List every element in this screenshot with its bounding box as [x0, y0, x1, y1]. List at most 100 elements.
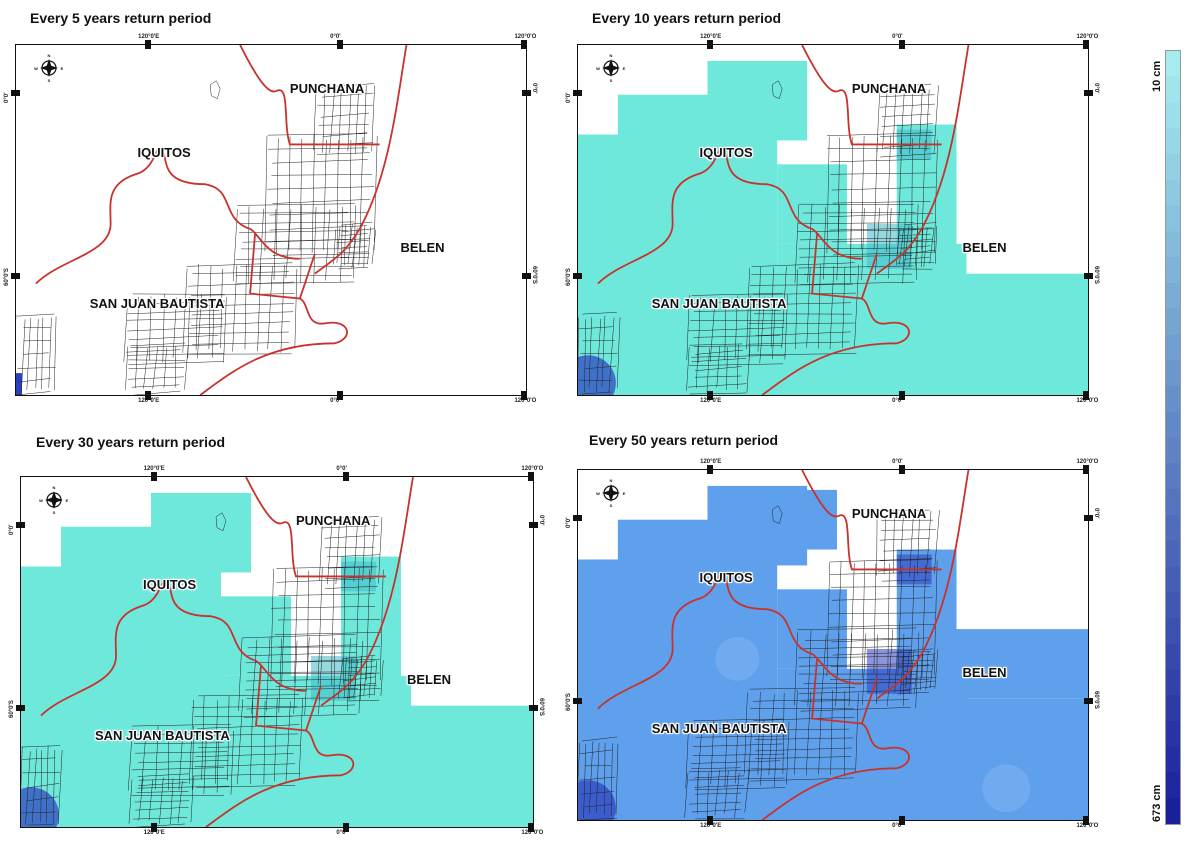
- svg-text:N: N: [610, 478, 613, 483]
- svg-text:E: E: [61, 66, 64, 71]
- lon-tick-label: 120°0'O: [1076, 459, 1099, 465]
- tick-mark: [899, 465, 906, 474]
- lon-tick-label: 0°0': [892, 398, 903, 404]
- lat-tick-label-right: 60°0'S: [538, 698, 544, 717]
- flood-extent-layer: [21, 492, 533, 827]
- lat-tick-label-left: 0°0': [4, 92, 10, 104]
- lon-tick-label: 120°0'O: [1076, 398, 1099, 404]
- street-network: [21, 512, 384, 827]
- lon-tick-label: 120°0'E: [143, 466, 165, 472]
- panel-title-30yr: Every 30 years return period: [36, 434, 226, 450]
- river-lines: [40, 477, 414, 827]
- tick-mark: [343, 823, 350, 832]
- lon-tick-label: 0°0': [336, 830, 347, 836]
- tick-mark: [707, 465, 714, 474]
- lon-tick-label: 120°0'E: [700, 398, 722, 404]
- map-canvas: [21, 477, 533, 827]
- lon-tick-label: 120°0'E: [138, 398, 160, 404]
- lon-tick-label: 120°0'E: [700, 34, 722, 40]
- place-label-punchana: PUNCHANA: [289, 80, 365, 96]
- flood-extent-layer: [578, 485, 1088, 820]
- lon-tick-label: 120°0'E: [700, 459, 722, 465]
- lat-tick-label-right: 60°0'S: [531, 266, 537, 285]
- north-arrow-icon: N S E W: [39, 485, 69, 515]
- depth-legend-bar: [1165, 50, 1181, 825]
- tick-mark: [528, 823, 535, 832]
- tick-mark: [899, 816, 906, 825]
- tick-mark: [707, 816, 714, 825]
- tick-mark: [522, 90, 531, 97]
- river-lines: [597, 470, 970, 820]
- place-label-iquitos: IQUITOS: [137, 145, 191, 161]
- north-arrow-icon: N S E W: [34, 53, 64, 83]
- tick-mark: [11, 90, 20, 97]
- lat-tick-label-right: 60°0'S: [1093, 266, 1099, 285]
- lat-tick-label-right: 60°0'S: [1093, 691, 1099, 710]
- tick-mark: [521, 391, 528, 400]
- place-label-iquitos: IQUITOS: [699, 570, 753, 586]
- lake-outline: [209, 80, 221, 100]
- map-panel-30yr: PUNCHANA IQUITOS BELEN SAN JUAN BAUTISTA N S E…: [20, 476, 534, 828]
- lon-tick-label: 120°0'O: [1076, 823, 1099, 829]
- svg-text:E: E: [66, 498, 69, 503]
- tick-mark: [1084, 273, 1093, 280]
- lon-tick-label: 0°0': [330, 398, 341, 404]
- tick-mark: [145, 40, 152, 49]
- tick-mark: [573, 90, 582, 97]
- lat-tick-label-left: 60°0'S: [566, 268, 572, 287]
- tick-mark: [707, 391, 714, 400]
- river-lines: [597, 45, 970, 395]
- lake-outline: [771, 80, 783, 100]
- place-label-san-juan-bautista: SAN JUAN BAUTISTA: [651, 295, 787, 311]
- place-label-san-juan-bautista: SAN JUAN BAUTISTA: [89, 295, 225, 311]
- svg-text:W: W: [596, 66, 600, 71]
- svg-text:W: W: [39, 498, 43, 503]
- map-panel-10yr: PUNCHANA IQUITOS BELEN SAN JUAN BAUTISTA N S E…: [577, 44, 1089, 396]
- tick-mark: [1084, 515, 1093, 522]
- map-canvas: [578, 470, 1088, 820]
- svg-text:S: S: [610, 503, 613, 508]
- lon-tick-label: 120°0'E: [138, 34, 160, 40]
- lake-outline: [215, 512, 227, 532]
- place-label-iquitos: IQUITOS: [699, 145, 753, 161]
- tick-mark: [573, 698, 582, 705]
- tick-mark: [899, 40, 906, 49]
- street-network: [578, 80, 939, 395]
- svg-text:S: S: [53, 510, 56, 515]
- place-label-san-juan-bautista: SAN JUAN BAUTISTA: [651, 720, 787, 736]
- tick-mark: [899, 391, 906, 400]
- lake-outline: [771, 505, 783, 525]
- map-canvas: [578, 45, 1088, 395]
- north-arrow-icon: N S E W: [596, 53, 626, 83]
- lat-tick-label-left: 0°0': [9, 524, 15, 536]
- river-lines: [35, 45, 408, 395]
- place-label-iquitos: IQUITOS: [143, 577, 197, 593]
- place-label-belen: BELEN: [407, 671, 452, 687]
- tick-mark: [1084, 698, 1093, 705]
- lat-tick-label-left: 60°0'S: [4, 268, 10, 287]
- lon-tick-label: 120°0'O: [1076, 34, 1099, 40]
- lon-tick-label: 0°0': [892, 459, 903, 465]
- tick-mark: [529, 522, 538, 529]
- lat-tick-label-right: 0°0': [538, 515, 544, 526]
- tick-mark: [1084, 90, 1093, 97]
- svg-text:N: N: [610, 53, 613, 58]
- tick-mark: [1083, 465, 1090, 474]
- lon-tick-label: 120°0'E: [143, 830, 165, 836]
- tick-mark: [145, 391, 152, 400]
- tick-mark: [16, 522, 25, 529]
- tick-mark: [337, 40, 344, 49]
- tick-mark: [1083, 391, 1090, 400]
- lat-tick-label-right: 0°0': [531, 83, 537, 94]
- svg-text:S: S: [48, 78, 51, 83]
- map-panel-50yr: PUNCHANA IQUITOS BELEN SAN JUAN BAUTISTA N S E…: [577, 469, 1089, 821]
- street-network: [16, 80, 378, 395]
- street-network: [578, 505, 940, 820]
- svg-text:E: E: [623, 491, 626, 496]
- lon-tick-label: 0°0': [892, 823, 903, 829]
- svg-text:S: S: [610, 78, 613, 83]
- lat-tick-label-left: 60°0'S: [9, 700, 15, 719]
- lat-tick-label-left: 0°0': [566, 517, 572, 529]
- map-panel-5yr: PUNCHANA IQUITOS BELEN SAN JUAN BAUTISTA N S E…: [15, 44, 527, 396]
- lat-tick-label-right: 0°0': [1093, 508, 1099, 519]
